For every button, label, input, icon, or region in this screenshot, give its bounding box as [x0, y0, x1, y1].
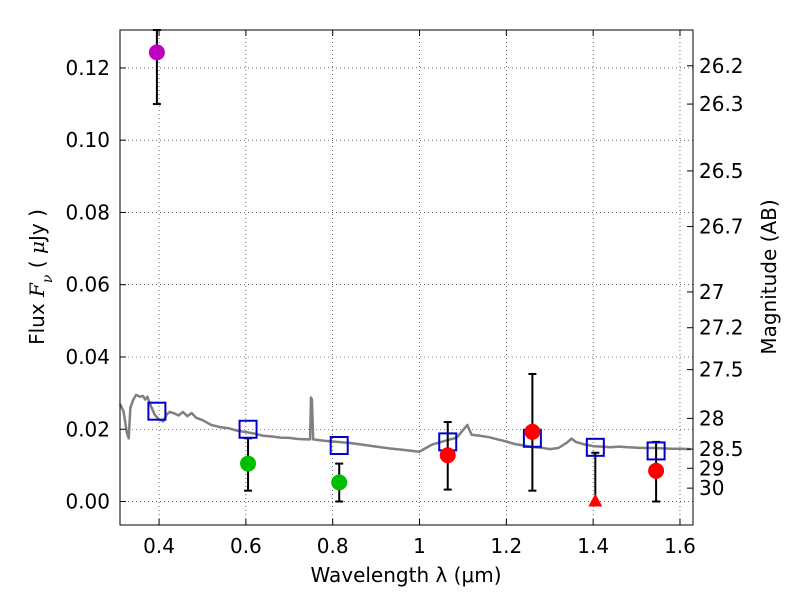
x-tick-label: 1.2 [490, 534, 522, 558]
x-tick-label: 1 [413, 534, 426, 558]
y-tick-label: 0.10 [65, 128, 110, 152]
y-tick-label: 0.02 [65, 417, 110, 441]
plot-content [118, 29, 691, 507]
model-band-square [646, 441, 666, 461]
observed-point [148, 44, 165, 61]
x-tick-label: 0.4 [143, 534, 175, 558]
mag-tick-label: 27.2 [699, 316, 744, 340]
x-tick-label: 0.6 [230, 534, 262, 558]
mag-tick-label: 28.5 [699, 437, 744, 461]
upper-limit-triangle [588, 493, 603, 507]
mag-tick-label: 26.3 [699, 92, 744, 116]
mag-tick-label: 27.5 [699, 358, 744, 382]
y-tick-label: 0.08 [65, 200, 110, 224]
model-band-square [329, 436, 349, 456]
mag-tick-label: 27 [699, 280, 724, 304]
mag-tick-label: 29 [699, 456, 724, 480]
model-band-square [585, 437, 605, 457]
observed-point [439, 447, 456, 464]
x-tick-label: 1.6 [664, 534, 696, 558]
mag-tick-label: 26.2 [699, 54, 744, 78]
observed-point [648, 462, 665, 479]
y-tick-label: 0.04 [65, 345, 110, 369]
right-axis-title: Magnitude (AB) [757, 199, 781, 354]
x-tick-label: 0.8 [317, 534, 349, 558]
mag-tick-label: 26.5 [699, 159, 744, 183]
y-tick-label: 0.00 [65, 490, 110, 514]
y-axis-title: Flux Fν ( μJy ) [25, 209, 56, 345]
mag-tick-label: 30 [699, 476, 724, 500]
x-axis-title: Wavelength λ (μm) [310, 563, 501, 587]
ticks: 0.4 0.6 0.8 1 1.2 1.4 1.6 0.00 0.02 0.04 0.06 0.08 0… [65, 30, 744, 558]
observed-point [240, 455, 257, 472]
model-band-square [147, 401, 167, 421]
y-tick-label: 0.06 [65, 273, 110, 297]
mag-tick-label: 28 [699, 406, 724, 430]
mag-tick-label: 26.7 [699, 215, 744, 239]
plot-frame [119, 29, 694, 526]
y-tick-label: 0.12 [65, 56, 110, 80]
x-tick-label: 1.4 [577, 534, 609, 558]
model-band-square [238, 419, 258, 439]
observed-point [524, 423, 541, 440]
observed-point [331, 474, 348, 491]
